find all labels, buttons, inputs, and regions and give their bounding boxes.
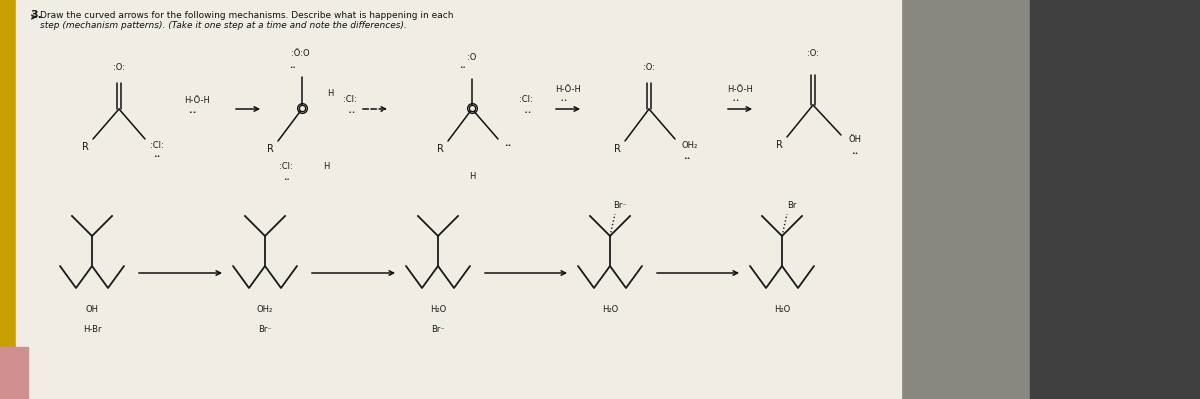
Bar: [1030, 0, 1200, 399]
Text: H₂O: H₂O: [602, 306, 618, 314]
Text: Br⁻: Br⁻: [431, 324, 445, 334]
Text: H: H: [326, 89, 334, 97]
Text: ••: ••: [344, 109, 355, 115]
Text: Br⁻: Br⁻: [258, 324, 272, 334]
Text: H: H: [469, 172, 475, 182]
Text: ••: ••: [728, 99, 739, 103]
Text: :O:: :O:: [113, 63, 125, 71]
Bar: [0, 0, 132, 399]
Text: H₂O: H₂O: [430, 306, 446, 314]
Text: H-Br: H-Br: [83, 324, 101, 334]
Text: :Cl:: :Cl:: [520, 95, 533, 103]
Text: ••: ••: [289, 65, 296, 69]
Text: R: R: [266, 144, 274, 154]
Text: ••: ••: [154, 154, 161, 160]
Text: OH₂: OH₂: [257, 306, 274, 314]
Text: H-Ö-H: H-Ö-H: [556, 85, 581, 93]
Text: ••: ••: [460, 65, 467, 71]
Text: ••: ••: [283, 178, 289, 182]
Text: ••: ••: [185, 111, 197, 115]
Text: :Cl:: :Cl:: [343, 95, 356, 103]
Text: :O:: :O:: [643, 63, 655, 71]
Text: Draw the curved arrows for the following mechanisms. Describe what is happening : Draw the curved arrows for the following…: [40, 10, 454, 20]
Text: ••: ••: [851, 150, 859, 156]
Text: ••: ••: [557, 99, 568, 103]
Text: OH: OH: [85, 306, 98, 314]
Text: ÖH: ÖH: [848, 134, 862, 144]
Text: R: R: [82, 142, 89, 152]
Text: Br⁻: Br⁻: [613, 201, 626, 211]
Text: H₂O: H₂O: [774, 306, 790, 314]
Text: step (mechanism patterns). (Take it one step at a time and note the differences): step (mechanism patterns). (Take it one …: [40, 20, 407, 30]
Text: R: R: [613, 144, 620, 154]
Text: ••: ••: [683, 156, 691, 162]
Text: R: R: [775, 140, 782, 150]
Text: ••: ••: [521, 109, 532, 115]
Text: H-Ö-H: H-Ö-H: [184, 97, 210, 105]
Bar: [0, 347, 28, 399]
Text: H-Ö-H: H-Ö-H: [727, 85, 752, 93]
Text: :Cl:: :Cl:: [150, 140, 164, 150]
Text: H: H: [323, 162, 329, 172]
Text: R: R: [437, 144, 444, 154]
Bar: [16, 0, 901, 399]
Text: ••: ••: [504, 142, 511, 148]
Text: :Cl:: :Cl:: [280, 162, 293, 172]
Text: 3.: 3.: [30, 10, 42, 20]
Text: :O: :O: [467, 53, 476, 63]
Text: :Ö:O: :Ö:O: [290, 49, 310, 59]
Text: OH₂: OH₂: [682, 140, 698, 150]
Text: :O:: :O:: [808, 49, 820, 59]
Bar: [132, 0, 192, 399]
Text: Br: Br: [787, 201, 797, 211]
Bar: [901, 0, 1031, 399]
